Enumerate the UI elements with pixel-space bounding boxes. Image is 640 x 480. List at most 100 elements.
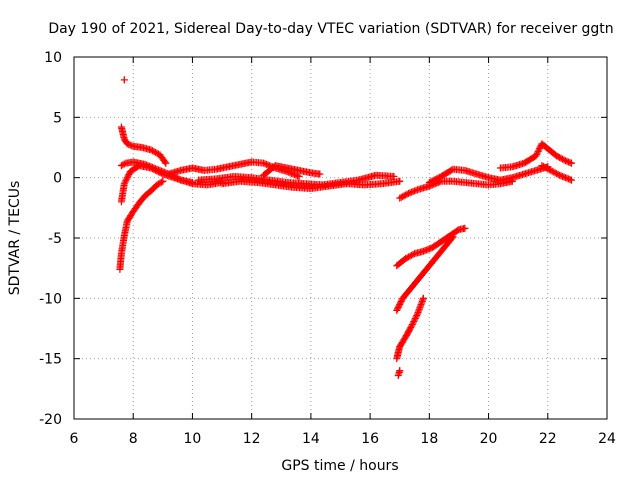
data-point [413, 312, 421, 320]
data-point [556, 171, 564, 179]
data-point [125, 171, 133, 179]
data-point [566, 175, 574, 183]
data-point [536, 144, 544, 152]
data-point [535, 146, 543, 154]
data-point [119, 161, 127, 169]
data-point [553, 170, 561, 178]
data-point [545, 166, 553, 174]
series-arc-i [396, 177, 516, 202]
data-point [122, 177, 130, 185]
series-arc-n [393, 233, 457, 314]
data-point [421, 247, 429, 255]
plot-frame [73, 56, 608, 420]
x-axis-label: GPS time / hours [281, 458, 398, 474]
data-point [565, 175, 573, 183]
data-point [261, 160, 269, 168]
data-point [394, 303, 402, 311]
y-tick-label: 10 [44, 50, 62, 66]
x-tick-label: 20 [480, 431, 498, 447]
series-arc-g [218, 177, 404, 193]
y-tick-label: -20 [39, 412, 62, 428]
data-point [148, 165, 156, 173]
x-tick-label: 22 [539, 431, 557, 447]
data-point [433, 175, 441, 183]
y-tick-label: 5 [53, 110, 62, 126]
data-point [150, 148, 158, 156]
data-point [533, 150, 541, 158]
data-point [449, 233, 457, 241]
x-tick-label: 16 [361, 431, 379, 447]
data-point [409, 319, 417, 327]
x-tick-label: 12 [243, 431, 261, 447]
data-point [403, 190, 411, 198]
data-point [128, 142, 136, 150]
data-point [150, 166, 158, 174]
data-point [262, 160, 270, 168]
series-arc-p [394, 367, 404, 380]
data-point [157, 178, 165, 186]
series-arc-k [496, 140, 575, 172]
data-point [532, 152, 540, 160]
data-point [148, 147, 156, 155]
data-point [427, 178, 435, 186]
data-point [533, 149, 541, 157]
x-tick-labels: 6 8 10 12 14 16 18 20 22 24 [70, 431, 616, 447]
data-point [567, 159, 575, 167]
data-point [563, 174, 571, 182]
data-point [408, 251, 416, 259]
data-point [538, 162, 546, 170]
data-point [397, 297, 405, 305]
x-tick-label: 6 [70, 431, 79, 447]
y-tick-label: 0 [53, 171, 62, 187]
data-point [557, 172, 565, 180]
series-outlier [120, 76, 128, 84]
y-tick-labels: -20 -15 -10 -5 0 5 10 [39, 50, 62, 428]
data-point [396, 177, 404, 185]
data-point [396, 300, 404, 308]
data-point [412, 186, 420, 194]
series-arc-h [260, 162, 324, 179]
x-tick-label: 24 [598, 431, 616, 447]
axis-ticks [73, 56, 608, 420]
data-point [461, 224, 469, 232]
y-tick-label: -15 [39, 352, 62, 368]
data-point [394, 305, 402, 313]
series-arc-o [393, 294, 427, 363]
series-arc-c [117, 162, 226, 206]
series-arc-m [393, 224, 469, 270]
data-point [393, 306, 401, 314]
data-point [541, 163, 549, 171]
data-point [123, 175, 131, 183]
data-point [562, 157, 570, 165]
x-tick-label: 18 [420, 431, 438, 447]
series-arc-j [425, 163, 552, 186]
data-point [121, 178, 129, 186]
data-point [544, 165, 552, 173]
data-point [408, 188, 416, 196]
data-point [409, 250, 417, 258]
data-point [554, 153, 562, 161]
data-point [560, 173, 568, 181]
data-point [557, 154, 565, 162]
data-point [567, 176, 575, 184]
data-point [409, 188, 417, 196]
data-points [116, 76, 575, 380]
data-point [405, 253, 413, 261]
data-point [551, 169, 559, 177]
data-point [147, 146, 155, 154]
data-point [419, 294, 427, 302]
data-point [559, 155, 567, 163]
x-tick-label: 8 [129, 431, 138, 447]
data-point [120, 76, 128, 84]
data-point [406, 252, 414, 260]
data-point [154, 168, 162, 176]
data-point [553, 152, 561, 160]
data-point [566, 159, 574, 167]
data-point [547, 166, 555, 174]
data-point [123, 174, 131, 182]
y-tick-label: -5 [48, 231, 62, 247]
data-point [123, 140, 131, 148]
data-point [125, 140, 133, 148]
data-point [562, 174, 570, 182]
